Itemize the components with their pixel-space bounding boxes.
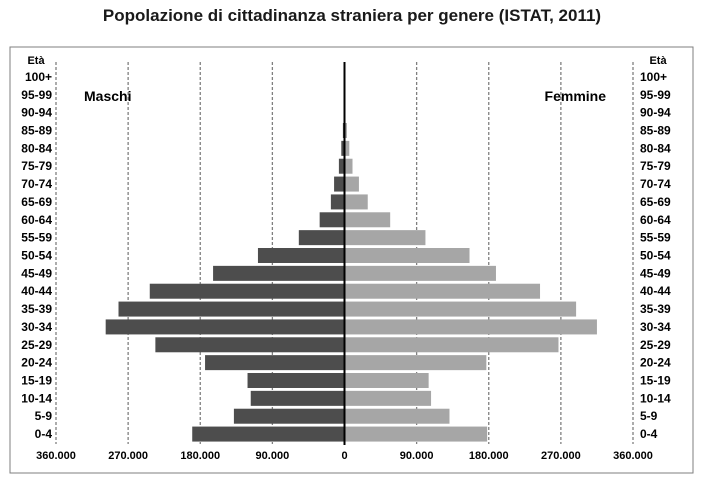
bar-maschi-25-29 <box>155 337 345 353</box>
age-label-right-60-64: 60-64 <box>640 213 671 227</box>
x-tick-label-3: 90.000 <box>256 450 290 462</box>
age-label-left-35-39: 35-39 <box>21 302 52 316</box>
age-header-right: Età <box>649 55 667 67</box>
age-label-left-85-89: 85-89 <box>21 124 52 138</box>
age-label-right-75-79: 75-79 <box>640 159 671 173</box>
bar-maschi-45-49 <box>213 265 345 281</box>
age-label-left-90-94: 90-94 <box>21 106 52 120</box>
bars <box>105 69 597 442</box>
age-label-right-55-59: 55-59 <box>640 231 671 245</box>
age-label-right-90-94: 90-94 <box>640 106 671 120</box>
bar-femmine-45-49 <box>344 265 496 281</box>
age-label-right-80-84: 80-84 <box>640 141 671 155</box>
age-label-left-55-59: 55-59 <box>21 231 52 245</box>
age-label-left-100+: 100+ <box>25 70 52 84</box>
legend-femmine: Femmine <box>545 88 607 104</box>
bar-femmine-70-74 <box>344 176 359 192</box>
bar-maschi-20-24 <box>205 355 345 371</box>
bar-femmine-25-29 <box>344 337 559 353</box>
bar-maschi-10-14 <box>250 390 345 406</box>
age-label-right-40-44: 40-44 <box>640 284 671 298</box>
bar-femmine-50-54 <box>344 248 470 263</box>
bar-maschi-55-59 <box>298 230 345 246</box>
age-label-right-50-54: 50-54 <box>640 249 671 263</box>
bar-femmine-10-14 <box>344 390 432 406</box>
bar-maschi-0-4 <box>192 426 345 442</box>
age-label-left-70-74: 70-74 <box>21 177 52 191</box>
bar-maschi-50-54 <box>257 248 345 263</box>
bar-femmine-35-39 <box>344 301 577 317</box>
age-label-right-45-49: 45-49 <box>640 266 671 280</box>
age-label-right-15-19: 15-19 <box>640 374 671 388</box>
bar-maschi-60-64 <box>319 212 345 228</box>
x-tick-labels: 360.000 270.000 180.000 90.000 0 90.000 180.00… <box>36 450 653 462</box>
x-tick-label-1: 270.000 <box>108 450 148 462</box>
bar-femmine-80-84 <box>344 140 350 156</box>
age-label-left-25-29: 25-29 <box>21 338 52 352</box>
bar-maschi-70-74 <box>334 176 345 192</box>
age-label-left-5-9: 5-9 <box>35 409 53 423</box>
age-labels: 0-4 0-4 5-9 5-9 10-14 10-14 15-19 15-19 20-24 20-… <box>21 70 671 441</box>
bar-femmine-40-44 <box>344 283 541 299</box>
age-label-right-85-89: 85-89 <box>640 124 671 138</box>
bar-femmine-5-9 <box>344 408 450 424</box>
age-label-left-75-79: 75-79 <box>21 159 52 173</box>
age-label-left-30-34: 30-34 <box>21 320 52 334</box>
bar-femmine-85-89 <box>344 123 347 138</box>
bar-maschi-30-34 <box>105 319 345 335</box>
bar-femmine-15-19 <box>344 373 429 388</box>
plot-frame <box>9 46 694 474</box>
bar-maschi-75-79 <box>338 158 345 174</box>
bar-femmine-65-69 <box>344 194 368 210</box>
bar-femmine-30-34 <box>344 319 597 335</box>
age-label-left-95-99: 95-99 <box>21 88 52 102</box>
bar-maschi-65-69 <box>330 194 345 210</box>
age-label-right-25-29: 25-29 <box>640 338 671 352</box>
x-tick-label-5: 90.000 <box>400 450 434 462</box>
x-tick-label-6: 180.000 <box>469 450 509 462</box>
age-label-left-0-4: 0-4 <box>35 427 53 441</box>
bar-maschi-35-39 <box>118 301 345 317</box>
x-tick-label-4: 0 <box>341 450 347 462</box>
age-label-right-0-4: 0-4 <box>640 427 658 441</box>
bar-maschi-80-84 <box>341 140 345 156</box>
age-label-left-65-69: 65-69 <box>21 195 52 209</box>
age-label-right-70-74: 70-74 <box>640 177 671 191</box>
age-header-left: Età <box>27 55 45 67</box>
age-label-left-45-49: 45-49 <box>21 266 52 280</box>
age-label-right-100+: 100+ <box>640 70 667 84</box>
x-tick-label-0: 360.000 <box>36 450 76 462</box>
age-label-right-10-14: 10-14 <box>640 391 671 405</box>
bar-femmine-20-24 <box>344 355 487 371</box>
bar-femmine-60-64 <box>344 212 391 228</box>
bar-maschi-15-19 <box>247 373 345 388</box>
age-label-left-15-19: 15-19 <box>21 374 52 388</box>
age-label-right-20-24: 20-24 <box>640 356 671 370</box>
legend-maschi: Maschi <box>84 88 131 104</box>
age-label-left-80-84: 80-84 <box>21 141 52 155</box>
x-tick-label-8: 360.000 <box>613 450 653 462</box>
age-label-right-5-9: 5-9 <box>640 409 658 423</box>
age-label-left-40-44: 40-44 <box>21 284 52 298</box>
bar-maschi-5-9 <box>233 408 345 424</box>
age-label-left-60-64: 60-64 <box>21 213 52 227</box>
x-tick-label-2: 180.000 <box>180 450 220 462</box>
age-label-right-65-69: 65-69 <box>640 195 671 209</box>
age-label-left-50-54: 50-54 <box>21 249 52 263</box>
age-label-left-10-14: 10-14 <box>21 391 52 405</box>
age-label-right-35-39: 35-39 <box>640 302 671 316</box>
age-label-right-95-99: 95-99 <box>640 88 671 102</box>
age-label-left-20-24: 20-24 <box>21 356 52 370</box>
bar-femmine-0-4 <box>344 426 488 442</box>
x-tick-label-7: 270.000 <box>541 450 581 462</box>
bar-maschi-40-44 <box>149 283 345 299</box>
chart-title: Popolazione di cittadinanza straniera pe… <box>102 6 602 25</box>
bar-femmine-55-59 <box>344 230 426 246</box>
age-label-right-30-34: 30-34 <box>640 320 671 334</box>
bar-femmine-75-79 <box>344 158 353 174</box>
